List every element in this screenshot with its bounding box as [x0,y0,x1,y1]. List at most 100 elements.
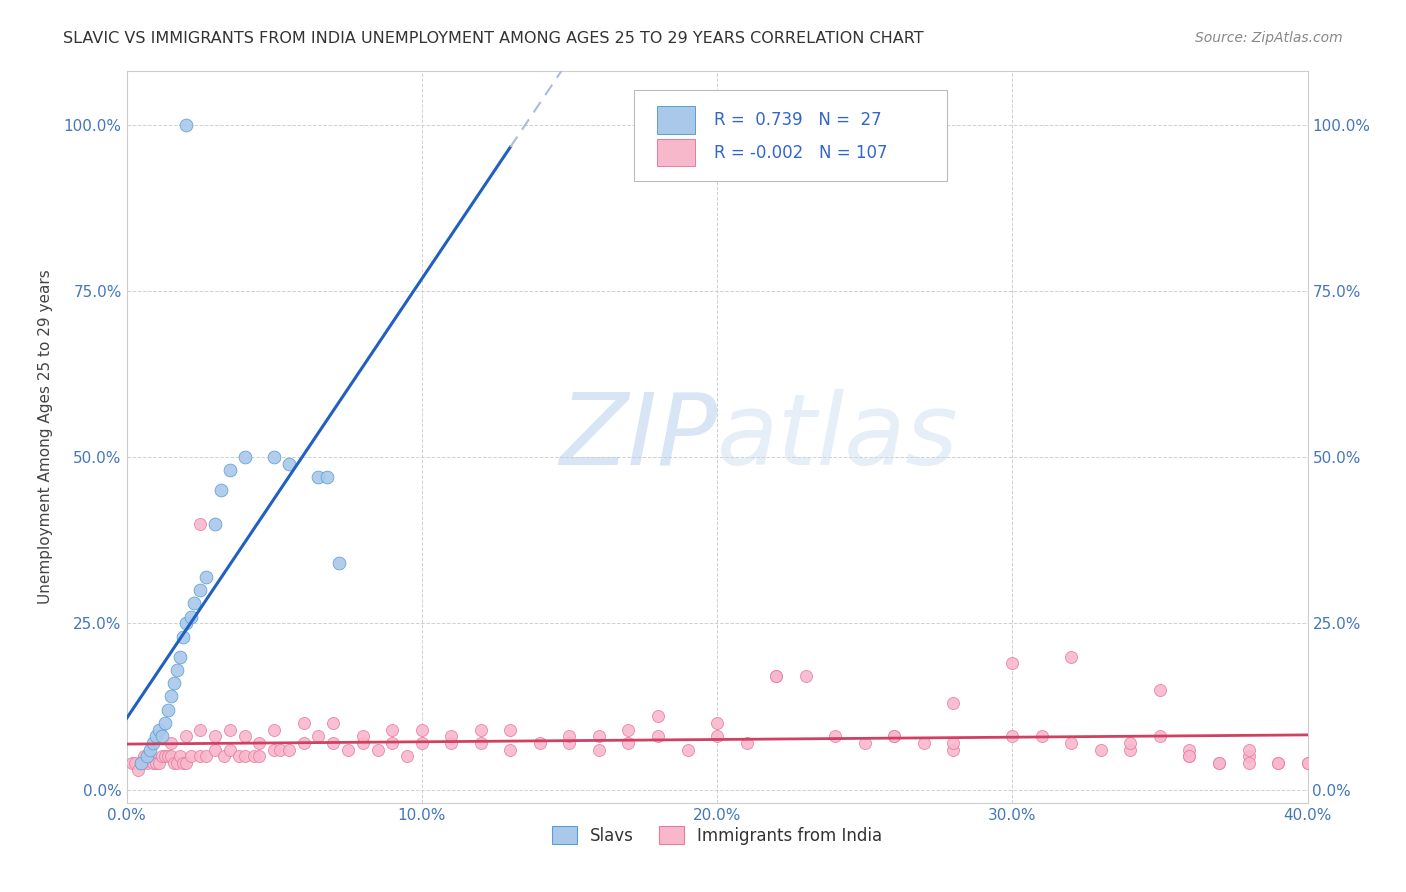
Point [308,729,330,743]
Point [153,749,176,764]
Point [136,749,159,764]
Point [219,742,242,756]
Point [180,609,202,624]
Point [169,649,191,664]
Point [706,729,728,743]
Point [411,736,433,750]
Point [322,736,344,750]
Point [617,723,640,737]
Y-axis label: Unemployment Among Ages 25 to 29 years: Unemployment Among Ages 25 to 29 years [38,269,52,605]
Point [263,742,285,756]
Point [263,723,285,737]
Point [160,749,183,764]
Point [174,118,197,132]
Text: R =  0.739   N =  27: R = 0.739 N = 27 [713,112,882,129]
Point [269,742,291,756]
Text: atlas: atlas [717,389,959,485]
Point [765,669,787,683]
Point [1149,682,1171,697]
Point [139,749,162,764]
Point [1208,756,1230,770]
Point [169,749,191,764]
Point [278,457,301,471]
Text: R = -0.002   N = 107: R = -0.002 N = 107 [713,144,887,161]
Point [1060,649,1083,664]
Point [212,749,235,764]
Point [233,729,256,743]
Point [142,736,165,750]
Point [1208,756,1230,770]
Point [145,756,167,770]
Point [676,742,699,756]
Point [883,729,905,743]
Point [142,756,165,770]
Point [153,716,176,731]
Point [160,690,183,704]
Point [381,723,404,737]
Point [1119,736,1142,750]
Point [204,516,226,531]
Point [195,570,218,584]
Point [163,756,186,770]
Point [180,749,202,764]
Point [163,676,186,690]
Point [156,749,179,764]
Point [174,616,197,631]
Point [1296,756,1319,770]
Point [499,723,522,737]
Point [1237,742,1260,756]
Point [219,723,242,737]
Point [1001,656,1024,670]
Point [150,749,173,764]
Point [1001,729,1024,743]
Point [558,729,581,743]
Point [174,756,197,770]
Point [145,729,167,743]
Point [124,756,146,770]
Point [150,729,173,743]
Point [156,703,179,717]
FancyBboxPatch shape [634,90,948,181]
Point [529,736,551,750]
Point [139,742,162,756]
Point [278,742,301,756]
Point [367,742,389,756]
Point [292,716,315,731]
Point [129,756,153,770]
Point [209,483,232,498]
Point [174,729,197,743]
Point [588,742,610,756]
Point [337,742,360,756]
Point [129,756,153,770]
Point [219,463,242,477]
Point [396,749,419,764]
Point [249,736,271,750]
Point [1296,756,1319,770]
Point [233,749,256,764]
Point [942,696,965,710]
Point [136,756,159,770]
Point [381,736,404,750]
FancyBboxPatch shape [657,138,695,167]
Point [1119,742,1142,756]
Point [1178,749,1201,764]
Point [242,749,264,764]
Point [912,736,935,750]
Point [121,756,143,770]
Point [558,736,581,750]
Point [1090,742,1112,756]
Point [942,736,965,750]
Point [735,736,758,750]
Point [160,736,183,750]
Point [470,723,492,737]
Point [440,736,463,750]
Point [706,716,728,731]
Point [883,729,905,743]
Point [352,736,374,750]
Point [172,756,194,770]
Point [322,716,344,731]
Text: Source: ZipAtlas.com: Source: ZipAtlas.com [1195,31,1343,45]
Point [195,749,218,764]
Point [292,736,315,750]
Point [188,723,212,737]
